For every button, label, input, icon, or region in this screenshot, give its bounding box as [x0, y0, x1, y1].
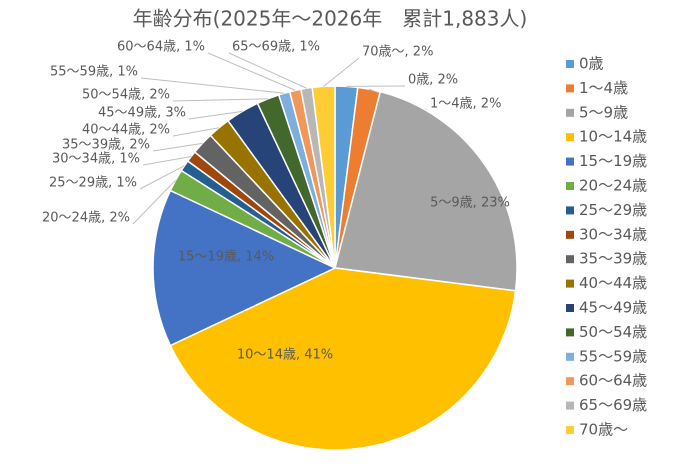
legend-marker [566, 328, 574, 337]
data-label: 25～29歳, 1% [49, 176, 137, 191]
chart-title: 年齢分布(2025年～2026年 累計1,883人) [133, 7, 528, 31]
legend-marker [566, 352, 574, 361]
legend-label: 55～59歳 [579, 347, 647, 365]
leader-line [139, 165, 185, 190]
data-label: 20～24歳, 2% [42, 211, 130, 226]
leader-line [172, 98, 269, 102]
legend-label: 50～54歳 [579, 323, 647, 341]
data-label: 15～19歳, 14% [178, 250, 274, 265]
legend-label: 30～34歳 [579, 225, 647, 243]
data-label: 40～44歳, 2% [82, 123, 170, 138]
pie-slice [334, 90, 518, 292]
leader-line [228, 52, 307, 89]
legend-label: 60～64歳 [579, 372, 647, 390]
legend-label: 70歳～ [579, 421, 628, 439]
leader-line [188, 110, 243, 120]
data-label: 10～14歳, 41% [237, 348, 333, 363]
pie-slice [152, 189, 337, 347]
data-label: 30～34歳, 1% [52, 152, 140, 167]
legend-marker [566, 206, 574, 215]
data-label: 35～39歳, 2% [62, 138, 150, 153]
legend-marker [566, 157, 574, 166]
legend-label: 10～14歳 [579, 128, 647, 146]
legend-marker [566, 84, 574, 93]
data-label: 5～9歳, 23% [430, 196, 510, 211]
data-label: 0歳, 2% [408, 73, 458, 88]
legend-marker [566, 182, 574, 190]
leader-line [207, 52, 296, 91]
data-label: 1～4歳, 2% [430, 97, 501, 112]
legend-marker [566, 230, 574, 239]
legend-label: 40～44歳 [579, 274, 647, 292]
legend-label: 5～9歳 [579, 103, 628, 121]
legend-marker [566, 401, 574, 410]
data-label: 70歳～, 2% [362, 45, 433, 60]
data-label: 45～49歳, 3% [98, 106, 186, 121]
legend-label: 15～19歳 [579, 152, 647, 170]
legend-marker [566, 377, 574, 386]
legend-label: 35～39歳 [579, 250, 647, 268]
legend-marker [566, 255, 574, 264]
data-label: 55～59歳, 1% [50, 65, 138, 80]
pie-slice [311, 85, 336, 269]
leader-line [172, 127, 220, 137]
legend-marker [566, 133, 574, 142]
legend-marker [566, 304, 574, 312]
legend-label: 0歳 [579, 55, 604, 73]
data-label: 65～69歳, 1% [232, 40, 320, 55]
pie-slice [169, 267, 517, 451]
legend-label: 1～4歳 [579, 79, 628, 97]
leader-line [142, 155, 192, 166]
leader-line [140, 77, 285, 94]
leader-line [323, 57, 360, 87]
legend-marker [566, 60, 574, 68]
legend-marker [566, 426, 574, 434]
legend-label: 20～24歳 [579, 177, 647, 195]
leader-line [132, 179, 176, 225]
legend-marker [566, 279, 574, 288]
legend-label: 45～49歳 [579, 299, 647, 317]
data-label: 60～64歳, 1% [117, 40, 205, 55]
legend-label: 25～29歳 [579, 201, 647, 219]
legend-label: 65～69歳 [579, 396, 647, 414]
legend-marker [566, 108, 574, 117]
leader-line [152, 142, 203, 152]
data-label: 50～54歳, 2% [82, 88, 170, 103]
